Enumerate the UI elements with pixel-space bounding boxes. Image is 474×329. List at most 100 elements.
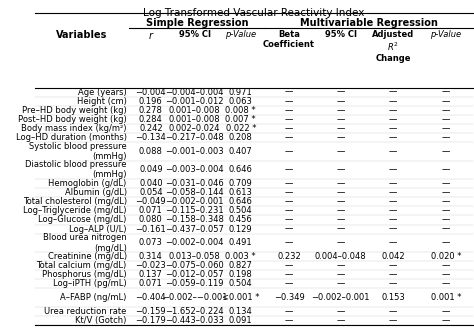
Text: —: — [389, 188, 397, 197]
Text: Systolic blood pressure
(mmHg): Systolic blood pressure (mmHg) [29, 142, 127, 161]
Text: 0.001–0.008: 0.001–0.008 [169, 115, 220, 124]
Text: Diastolic blood pressure
(mmHg): Diastolic blood pressure (mmHg) [25, 160, 127, 179]
Text: —: — [442, 88, 450, 97]
Text: —: — [285, 179, 293, 188]
Text: —: — [389, 115, 397, 124]
Text: 0.040: 0.040 [139, 179, 163, 188]
Text: 0.042: 0.042 [382, 252, 405, 261]
Text: A–FABP (ng/mL): A–FABP (ng/mL) [60, 293, 127, 302]
Text: −0.179: −0.179 [136, 316, 166, 325]
Text: −0.159: −0.159 [136, 307, 166, 316]
Text: —: — [337, 133, 345, 142]
Text: —: — [389, 133, 397, 142]
Text: −0.443–0.033: −0.443–0.033 [165, 316, 224, 325]
Text: 0.049: 0.049 [139, 165, 163, 174]
Text: —: — [285, 316, 293, 325]
Text: 0.071: 0.071 [139, 279, 163, 289]
Text: —: — [442, 97, 450, 106]
Text: 0.008 *: 0.008 * [226, 106, 256, 115]
Text: 95% CI: 95% CI [179, 30, 211, 38]
Text: —: — [442, 147, 450, 156]
Text: —: — [337, 316, 345, 325]
Text: —: — [285, 188, 293, 197]
Text: 0.827: 0.827 [229, 261, 253, 270]
Text: —: — [285, 206, 293, 215]
Text: −0.161: −0.161 [136, 225, 166, 234]
Text: —: — [285, 147, 293, 156]
Text: Pre–HD body weight (kg): Pre–HD body weight (kg) [22, 106, 127, 115]
Text: —: — [285, 261, 293, 270]
Text: −0.002–−0.001: −0.002–−0.001 [162, 293, 228, 302]
Text: 0.063: 0.063 [229, 97, 253, 106]
Text: −0.049: −0.049 [136, 197, 166, 206]
Text: Post–HD body weight (kg): Post–HD body weight (kg) [18, 115, 127, 124]
Text: −0.002–0.001: −0.002–0.001 [165, 197, 224, 206]
Text: Creatinine (mg/dL): Creatinine (mg/dL) [47, 252, 127, 261]
Text: —: — [389, 206, 397, 215]
Text: 0.646: 0.646 [229, 165, 253, 174]
Text: —: — [337, 88, 345, 97]
Text: —: — [442, 179, 450, 188]
Text: 95% CI: 95% CI [325, 30, 356, 38]
Text: Log–iPTH (pg/mL): Log–iPTH (pg/mL) [53, 279, 127, 289]
Text: —: — [442, 133, 450, 142]
Text: Hemoglobin (g/dL): Hemoglobin (g/dL) [48, 179, 127, 188]
Text: Urea reduction rate: Urea reduction rate [44, 307, 127, 316]
Text: 0.022 *: 0.022 * [226, 124, 256, 133]
Text: —: — [285, 97, 293, 106]
Text: —: — [389, 197, 397, 206]
Text: 0.007 *: 0.007 * [226, 115, 256, 124]
Text: —: — [337, 307, 345, 316]
Text: —: — [337, 261, 345, 270]
Text: —: — [285, 88, 293, 97]
Text: 0.613: 0.613 [229, 188, 253, 197]
Text: Height (cm): Height (cm) [77, 97, 127, 106]
Text: —: — [337, 165, 345, 174]
Text: —: — [285, 307, 293, 316]
Text: —: — [442, 270, 450, 279]
Text: Total calcium (mg/dL): Total calcium (mg/dL) [36, 261, 127, 270]
Text: 0.198: 0.198 [229, 270, 253, 279]
Text: p-Value: p-Value [225, 30, 256, 38]
Text: 0.001 *: 0.001 * [431, 293, 461, 302]
Text: −0.158–0.348: −0.158–0.348 [165, 215, 224, 224]
Text: —: — [389, 106, 397, 115]
Text: 0.004–0.048: 0.004–0.048 [315, 252, 366, 261]
Text: —: — [337, 279, 345, 289]
Text: —: — [442, 261, 450, 270]
Text: —: — [442, 124, 450, 133]
Text: —: — [389, 165, 397, 174]
Text: —: — [442, 165, 450, 174]
Text: −0.075–0.060: −0.075–0.060 [165, 261, 224, 270]
Text: −0.002–0.001: −0.002–0.001 [311, 293, 370, 302]
Text: —: — [285, 115, 293, 124]
Text: Adjusted
$R^2$
Change: Adjusted $R^2$ Change [372, 30, 414, 63]
Text: 0.091: 0.091 [229, 316, 253, 325]
Text: —: — [285, 270, 293, 279]
Text: Variables: Variables [56, 30, 108, 39]
Text: 0.232: 0.232 [277, 252, 301, 261]
Text: —: — [389, 238, 397, 247]
Text: −0.003–0.004: −0.003–0.004 [165, 165, 224, 174]
Text: —: — [442, 206, 450, 215]
Text: 0.456: 0.456 [229, 215, 253, 224]
Text: —: — [337, 215, 345, 224]
Text: 0.002–0.024: 0.002–0.024 [169, 124, 220, 133]
Text: 0.646: 0.646 [229, 197, 253, 206]
Text: $r$: $r$ [147, 30, 154, 40]
Text: Age (years): Age (years) [78, 88, 127, 97]
Text: —: — [285, 225, 293, 234]
Text: —: — [442, 188, 450, 197]
Text: —: — [285, 279, 293, 289]
Text: −0.115–0.231: −0.115–0.231 [165, 206, 224, 215]
Text: —: — [389, 270, 397, 279]
Text: 0.491: 0.491 [229, 238, 253, 247]
Text: —: — [285, 133, 293, 142]
Text: p-Value: p-Value [430, 30, 462, 38]
Text: —: — [285, 238, 293, 247]
Text: Albumin (g/dL): Albumin (g/dL) [64, 188, 127, 197]
Text: —: — [389, 215, 397, 224]
Text: −0.404: −0.404 [136, 293, 166, 302]
Text: −0.059–0.119: −0.059–0.119 [165, 279, 224, 289]
Text: —: — [442, 115, 450, 124]
